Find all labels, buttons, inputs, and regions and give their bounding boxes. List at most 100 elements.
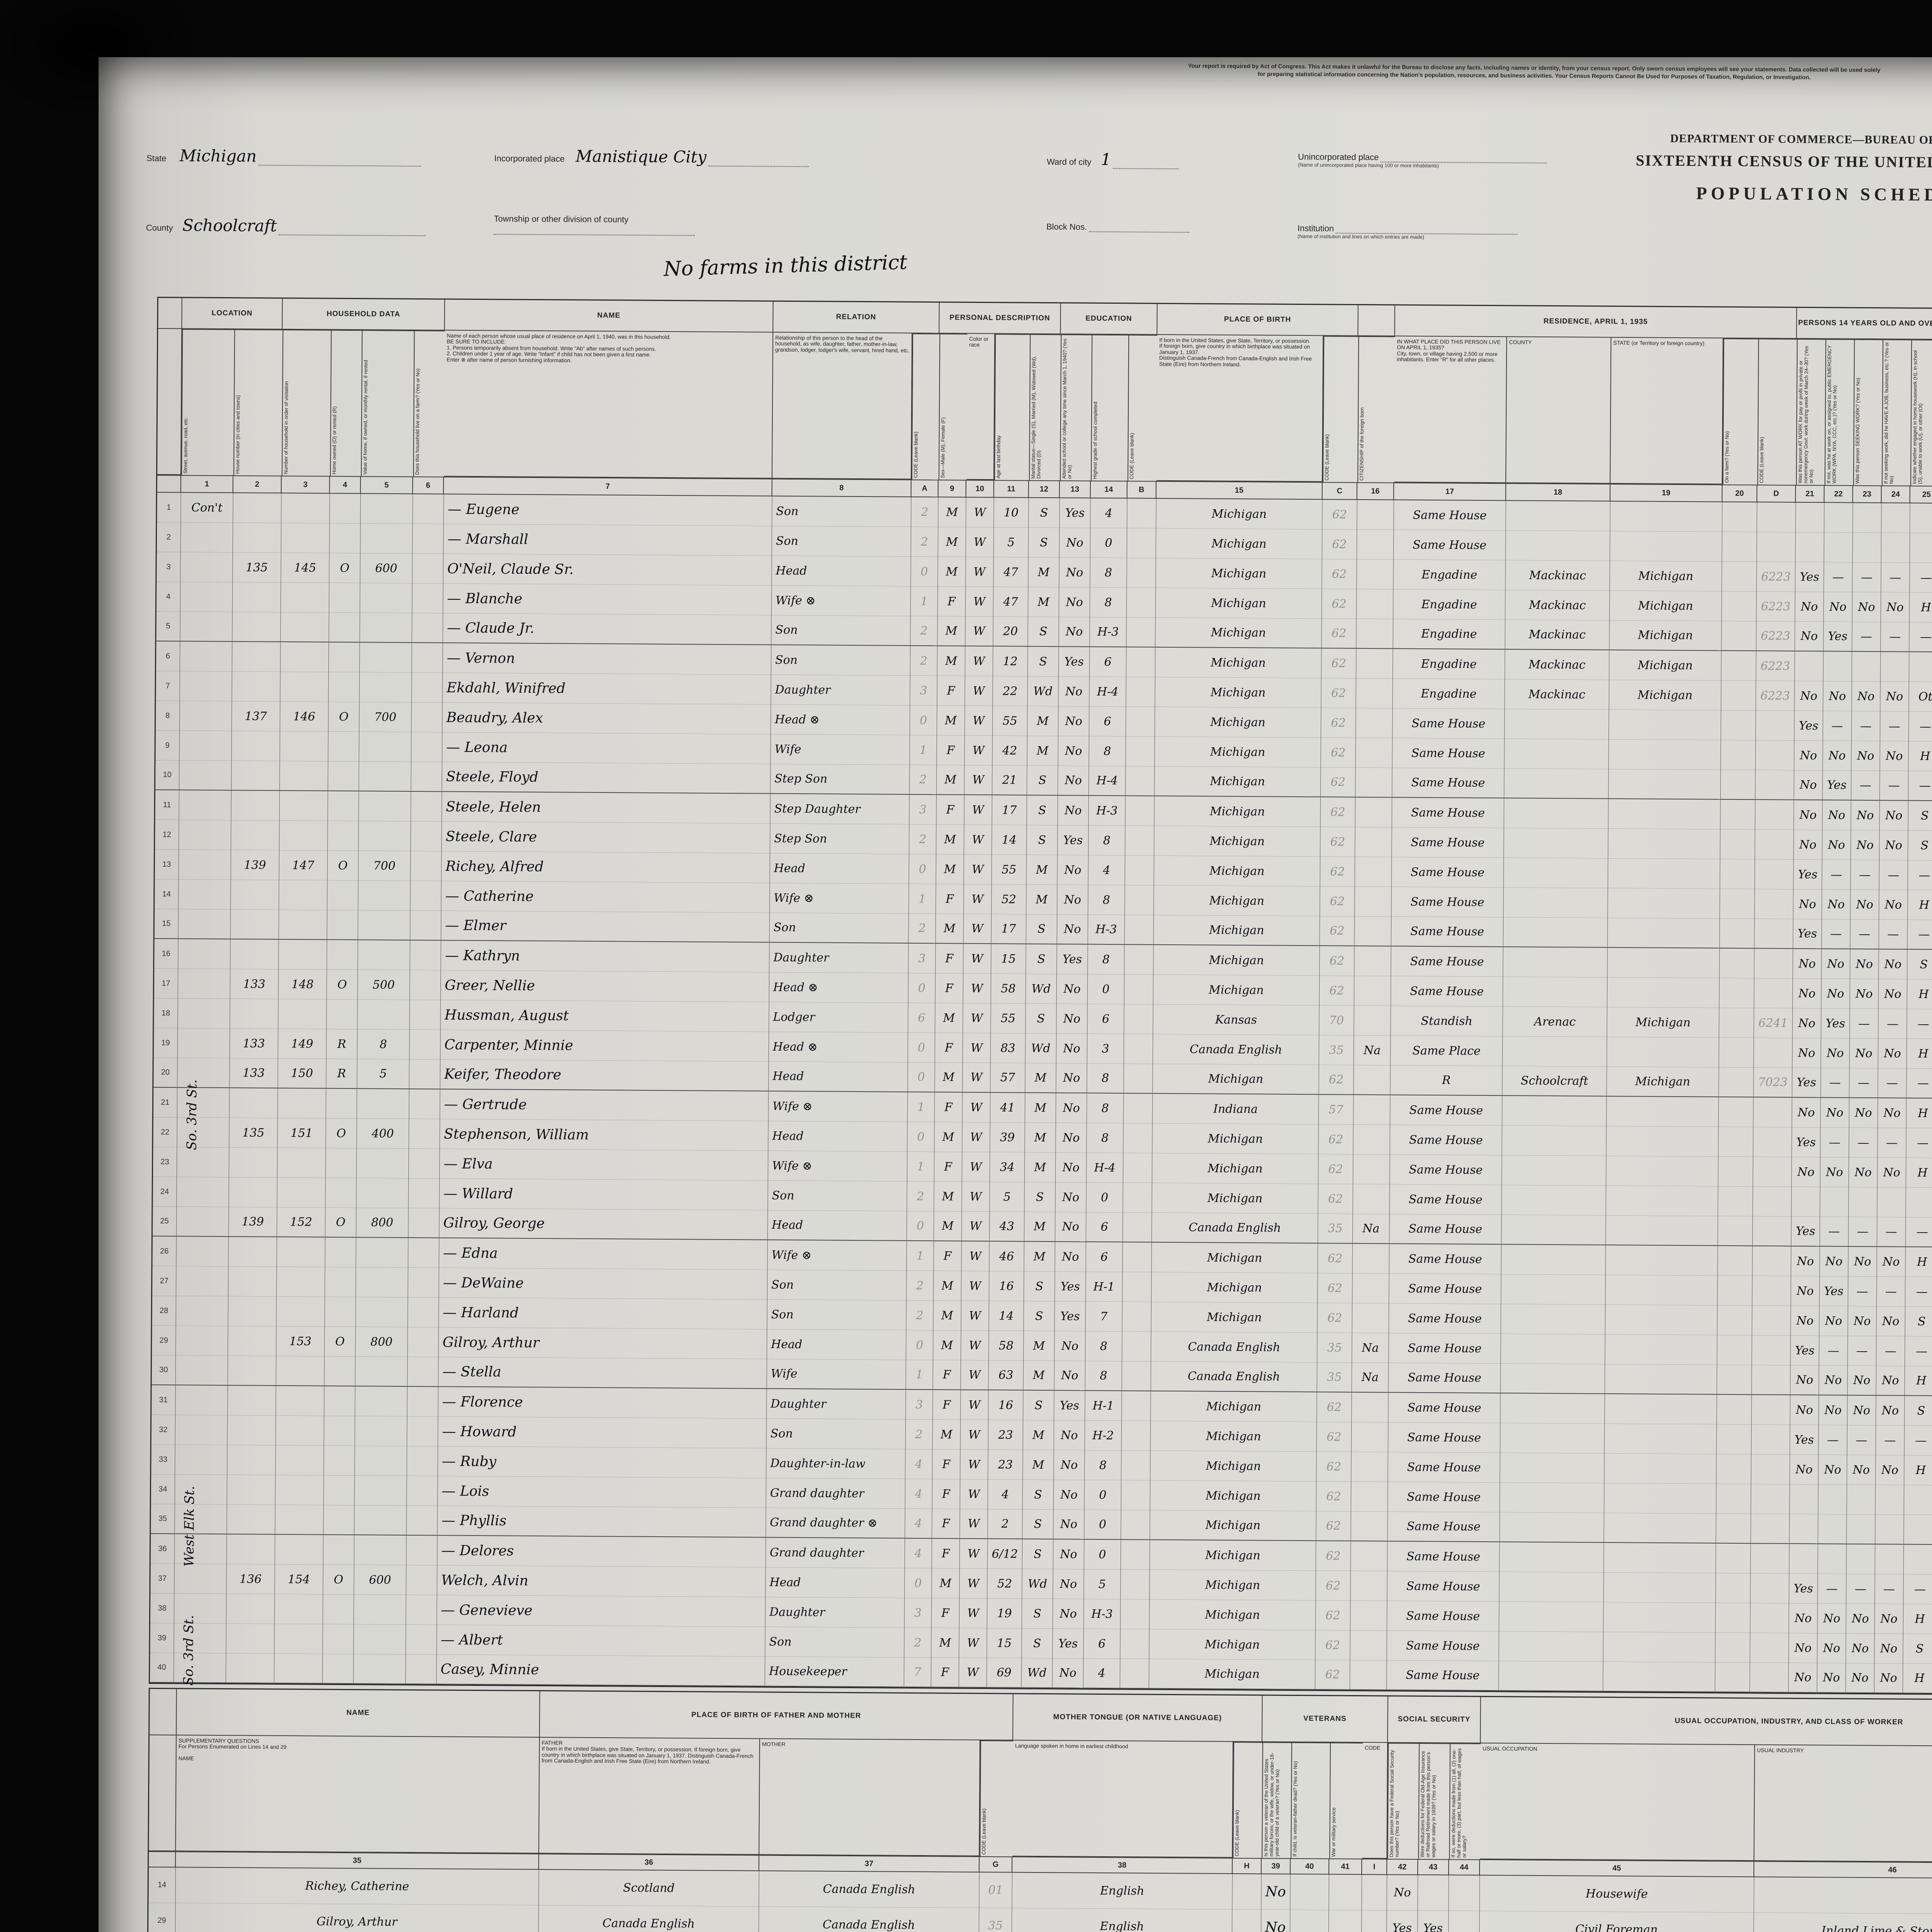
cell-line19-col12: 83: [990, 1033, 1026, 1063]
column-instruction-6: CODE (Leave blank): [1233, 1742, 1263, 1858]
cell-line11-col7: Steele, Helen: [442, 792, 771, 824]
cell-line27-col9: 2: [906, 1270, 934, 1301]
cell-line36-col2: [226, 1534, 276, 1565]
cell-line27-col14: Yes: [1054, 1272, 1086, 1302]
cell-line1-col24: [1757, 502, 1796, 532]
column-number-18: 18: [1506, 483, 1611, 502]
cell-line15-col9: 2: [908, 913, 936, 944]
cell-line12-col29: S: [1908, 830, 1932, 861]
column-number-21: 21: [1796, 485, 1825, 503]
cell-line25-col16: [1122, 1213, 1152, 1243]
column-number-37: 37: [759, 1855, 980, 1873]
cell-line32-col2: [227, 1415, 276, 1446]
cell-line35-col15: 0: [1084, 1510, 1121, 1540]
cell-line28-col16: [1122, 1302, 1151, 1332]
cell-line24-col10: M: [934, 1182, 962, 1212]
cell-line7-col9: 3: [910, 675, 937, 706]
cell-line28-col2: [228, 1296, 277, 1327]
cell-line26-col13: M: [1024, 1242, 1055, 1272]
cell-line23-col7: — Elva: [439, 1149, 769, 1181]
cell-line10-col27: —: [1851, 770, 1880, 801]
cell-line20-col14: No: [1056, 1063, 1087, 1094]
cell-line24-col12: 5: [990, 1182, 1025, 1212]
cell-line31-col5: [355, 1386, 408, 1417]
cell-line5-col2: [232, 612, 281, 642]
cell-line14-col18: 62: [1320, 886, 1355, 917]
column-instruction-8: If child, is veteran-father dead? (Yes o…: [1291, 1742, 1330, 1859]
cell-line4-col2: [232, 582, 281, 612]
cell-line27-col15: H-1: [1085, 1272, 1123, 1302]
cell-line26-col9: 1: [906, 1241, 934, 1271]
cell-line20-col7: Keifer, Theodore: [440, 1060, 769, 1092]
street-name-overlay-1: West Elk St.: [181, 1486, 198, 1567]
cell-line5-col28: —: [1881, 622, 1910, 652]
cell-line31-col7: — Florence: [438, 1387, 767, 1419]
column-instruction-0: [149, 1735, 177, 1852]
cell-line8-col5: 700: [359, 702, 412, 732]
column-number-11: 11: [994, 480, 1029, 498]
cell-line9-col15: 8: [1089, 736, 1126, 767]
cell-line12-col19: [1355, 827, 1392, 857]
cell-line17-col13: Wd: [1026, 974, 1057, 1004]
cell-line36-col4: [323, 1535, 355, 1565]
cell-line1-col21: [1506, 501, 1611, 531]
column-number-12: 12: [1029, 480, 1060, 498]
column-instruction-28: If not seeking work, did he HAVE A JOB, …: [1881, 339, 1912, 486]
column-number-45: 45: [1480, 1859, 1755, 1878]
state-underline: [258, 155, 421, 167]
cell-line29-col4: 35: [979, 1908, 1012, 1932]
cell-line12-col23: [1720, 829, 1755, 860]
cell-line40-col26: No: [1817, 1663, 1846, 1693]
cell-line25-col21: [1501, 1215, 1606, 1245]
cell-line3-col14: No: [1059, 558, 1090, 588]
cell-line7-col22: Michigan: [1609, 680, 1721, 711]
cell-line19-col5: 8: [357, 1029, 410, 1060]
column-instruction-9: CODE (Leave blank): [911, 333, 940, 480]
cell-line25-col29: —: [1905, 1217, 1932, 1248]
column-group-3: NAME: [445, 299, 774, 333]
cell-line31-col3: [276, 1386, 325, 1416]
cell-line8-col3: 146: [280, 701, 329, 732]
cell-line29-col12: 58: [989, 1331, 1024, 1361]
cell-line36-col7: — Delores: [437, 1536, 766, 1568]
cell-line2-col22: [1610, 531, 1723, 562]
cell-line10-col12: 21: [992, 765, 1027, 796]
cell-line28-col18: 62: [1317, 1303, 1352, 1333]
cell-line29-col17: Canada English: [1151, 1332, 1318, 1363]
cell-line18-col15: 6: [1087, 1004, 1124, 1034]
cell-line32-col29: —: [1904, 1425, 1932, 1456]
cell-line35-col2: [227, 1505, 276, 1535]
cell-line6-col16: [1126, 647, 1156, 677]
cell-line15-col0: 15: [154, 909, 179, 939]
cell-line40-col27: No: [1845, 1663, 1875, 1694]
cell-line13-col3: 147: [279, 850, 328, 881]
incorporated-place-underline: [708, 155, 809, 167]
cell-line14-col24: [1755, 889, 1794, 919]
cell-line40-col3: [274, 1653, 323, 1684]
cell-line35-col11: W: [960, 1509, 988, 1539]
cell-line16-col29: S: [1907, 949, 1932, 980]
cell-line16-col12: 15: [991, 944, 1026, 974]
cell-line15-col21: [1503, 917, 1608, 948]
cell-line25-col10: M: [934, 1211, 962, 1242]
cell-line28-col20: Same House: [1389, 1303, 1501, 1334]
cell-line25-col9: 0: [906, 1211, 934, 1242]
cell-line22-col9: 0: [907, 1122, 935, 1152]
cell-line8-col6: [411, 702, 443, 733]
cell-line12-col10: M: [936, 825, 964, 855]
cell-line26-col6: [408, 1238, 439, 1268]
cell-line22-col2: 135: [229, 1118, 278, 1148]
column-instruction-3: Number of household in order of visitati…: [282, 329, 331, 476]
cell-line32-col12: 23: [988, 1420, 1024, 1450]
cell-line35-col14: No: [1053, 1510, 1085, 1540]
cell-line36-col19: [1350, 1541, 1388, 1571]
cell-line4-col26: No: [1823, 592, 1853, 622]
cell-line1-col4: [330, 493, 361, 524]
cell-line38-col15: H-3: [1083, 1599, 1121, 1629]
cell-line9-col11: W: [964, 735, 993, 766]
cell-line33-col3: [276, 1445, 324, 1476]
cell-line40-col8: Housekeeper: [765, 1656, 905, 1687]
cell-line22-col17: Michigan: [1152, 1123, 1319, 1155]
cell-line1-col25: [1796, 502, 1825, 533]
cell-line37-col8: Head: [765, 1567, 905, 1598]
